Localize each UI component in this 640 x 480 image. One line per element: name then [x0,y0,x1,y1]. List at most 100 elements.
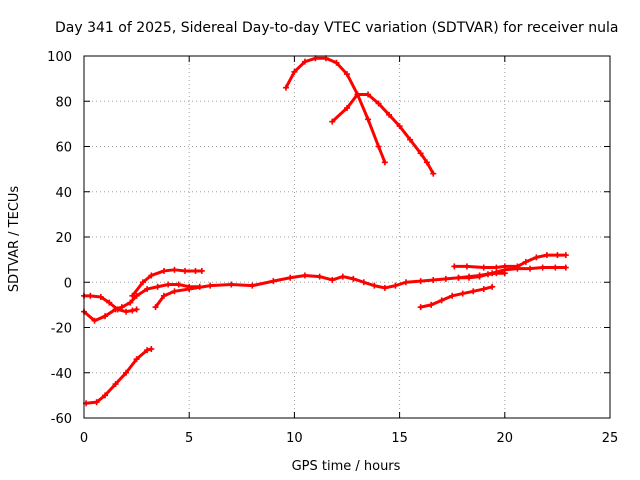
data-point [154,283,161,290]
series-arc-5 [81,281,203,324]
data-point [417,150,424,157]
data-point [451,263,458,270]
y-tick-label: 0 [64,276,72,291]
data-point [522,258,529,265]
data-point [102,313,109,320]
data-point [381,284,388,291]
data-point [228,281,235,288]
x-tick-label: 10 [286,431,303,446]
data-point [329,118,336,125]
chart-title: Day 341 of 2025, Sidereal Day-to-day VTE… [55,20,618,36]
data-point [118,304,125,311]
series-arc-10 [455,270,508,281]
data-point [365,116,372,123]
data-point [562,264,569,271]
data-point [430,170,437,177]
data-point [392,282,399,289]
data-point [152,304,159,311]
data-point [430,276,437,283]
data-point [562,252,569,259]
series-arc-6 [129,266,205,299]
y-tick-label: 60 [55,141,72,156]
data-point [339,273,346,280]
data-point [480,286,487,293]
data-point [198,267,205,274]
data-point [466,274,473,281]
data-point [160,292,167,299]
data-point [539,264,546,271]
data-point [449,292,456,299]
data-point [396,123,403,130]
x-tick-label: 15 [391,431,408,446]
data-point [165,281,172,288]
y-tick-label: 80 [55,95,72,110]
data-point [301,272,308,279]
data-point [484,271,491,278]
data-point [514,263,521,270]
data-point [123,369,130,376]
data-point [301,58,308,65]
data-point [127,299,134,306]
data-point [344,105,350,112]
x-tick-label: 20 [497,431,514,446]
data-point [501,263,508,270]
data-point [160,267,167,274]
data-series [81,55,569,407]
data-point [144,347,151,354]
data-point [129,292,136,299]
data-point [381,159,388,166]
data-point [249,282,256,289]
data-point [133,306,140,313]
data-point [186,286,193,293]
data-point [527,265,534,272]
data-point [270,278,277,285]
y-tick-label: 20 [55,231,72,246]
x-axis-label: GPS time / hours [292,459,401,474]
data-point [463,263,470,270]
data-point [144,286,151,293]
data-point [459,290,466,297]
data-point [350,275,357,282]
data-point [123,308,130,315]
data-point [402,279,409,286]
data-point [139,279,146,286]
data-point [365,91,372,98]
data-point [470,288,477,295]
y-tick-label: -20 [51,322,72,337]
data-point [554,252,561,259]
data-point [360,279,367,286]
y-tick-label: 40 [55,186,72,201]
data-point [455,274,462,281]
data-point [442,275,449,282]
data-point [133,356,140,363]
series-arc-7 [152,264,569,311]
x-tick-label: 5 [185,431,193,446]
data-point [329,276,336,283]
series-arc-2 [329,91,437,177]
data-point [407,136,414,143]
data-point [181,267,188,274]
data-point [476,273,483,280]
data-point [354,91,361,98]
series-line [452,253,568,270]
data-point [533,254,540,261]
data-point [417,304,424,311]
data-point [87,292,94,299]
data-point [501,270,508,277]
data-point [171,288,178,295]
y-axis-label: SDTVAR / TECUs [7,186,22,293]
data-point [91,317,98,324]
data-point [493,264,500,271]
y-tick-label: -60 [51,412,72,427]
data-point [375,143,382,150]
data-point [192,267,199,274]
data-point [291,68,298,75]
data-point [171,266,178,273]
data-point [148,272,155,279]
data-point [287,274,294,281]
series-line [84,347,153,405]
data-point [97,293,104,300]
data-point [371,282,378,289]
data-point [93,399,100,406]
